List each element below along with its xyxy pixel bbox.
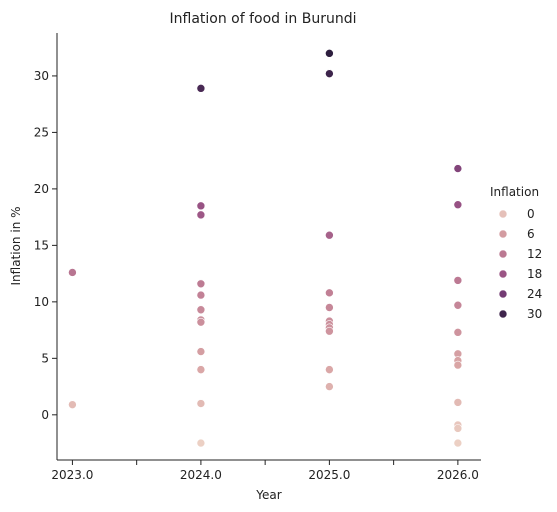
data-point bbox=[196, 84, 206, 93]
x-tick-label: 2025.0 bbox=[308, 468, 350, 482]
data-point bbox=[196, 438, 206, 448]
legend-label: 18 bbox=[527, 267, 542, 281]
data-point bbox=[453, 398, 463, 407]
data-point bbox=[325, 382, 334, 391]
y-tick-label: 5 bbox=[41, 351, 49, 365]
data-point bbox=[453, 276, 463, 285]
legend-marker bbox=[498, 249, 508, 259]
y-tick-label: 30 bbox=[34, 69, 49, 83]
x-tick-label: 2023.0 bbox=[51, 468, 93, 482]
x-tick-label: 2024.0 bbox=[180, 468, 222, 482]
points-layer bbox=[68, 49, 463, 448]
data-point bbox=[196, 305, 206, 315]
data-point bbox=[325, 230, 334, 240]
data-point bbox=[68, 268, 77, 277]
y-tick-label: 20 bbox=[34, 182, 49, 196]
data-point bbox=[196, 365, 206, 374]
legend-label: 24 bbox=[527, 287, 542, 301]
legend-label: 30 bbox=[527, 307, 542, 321]
legend-marker bbox=[498, 209, 508, 219]
data-point bbox=[325, 303, 334, 312]
data-point bbox=[453, 360, 463, 370]
legend-marker bbox=[498, 269, 508, 279]
legend-marker bbox=[498, 289, 508, 299]
data-point bbox=[196, 290, 206, 300]
legend-marker bbox=[498, 309, 508, 319]
legend: Inflation 0 6 12 18 24 30 bbox=[490, 185, 542, 321]
legend-marker bbox=[498, 229, 508, 239]
data-point bbox=[325, 69, 334, 78]
data-point bbox=[453, 300, 463, 310]
data-point bbox=[453, 424, 463, 433]
legend-label: 6 bbox=[527, 227, 535, 241]
x-tick-label: 2026.0 bbox=[437, 468, 479, 482]
data-point bbox=[196, 279, 206, 289]
data-point bbox=[196, 347, 206, 356]
legend-label: 0 bbox=[527, 207, 535, 221]
data-point bbox=[453, 438, 463, 448]
data-point bbox=[196, 317, 206, 327]
chart-title: Inflation of food in Burundi bbox=[170, 11, 357, 27]
y-tick-label: 0 bbox=[41, 408, 49, 422]
x-axis: 2023.0 2024.0 2025.0 2026.0 bbox=[51, 459, 481, 482]
y-tick-label: 15 bbox=[34, 238, 49, 252]
legend-label: 12 bbox=[527, 247, 542, 261]
data-point bbox=[196, 210, 206, 220]
y-tick-label: 10 bbox=[34, 295, 49, 309]
x-axis-title: Year bbox=[255, 488, 281, 502]
data-point bbox=[68, 400, 77, 409]
data-point bbox=[453, 200, 463, 210]
data-point bbox=[196, 201, 206, 211]
data-point bbox=[453, 328, 463, 337]
legend-title: Inflation bbox=[490, 185, 539, 199]
data-point bbox=[325, 288, 334, 298]
data-point bbox=[196, 399, 206, 408]
data-point bbox=[453, 164, 463, 173]
legend-items: 0 6 12 18 24 30 bbox=[498, 207, 542, 321]
data-point bbox=[325, 365, 334, 374]
y-tick-label: 25 bbox=[34, 125, 49, 139]
data-point bbox=[325, 326, 334, 336]
data-point bbox=[325, 49, 334, 58]
y-axis-title: Inflation in % bbox=[9, 206, 23, 285]
y-axis: 0 5 10 15 20 25 30 bbox=[34, 33, 58, 460]
